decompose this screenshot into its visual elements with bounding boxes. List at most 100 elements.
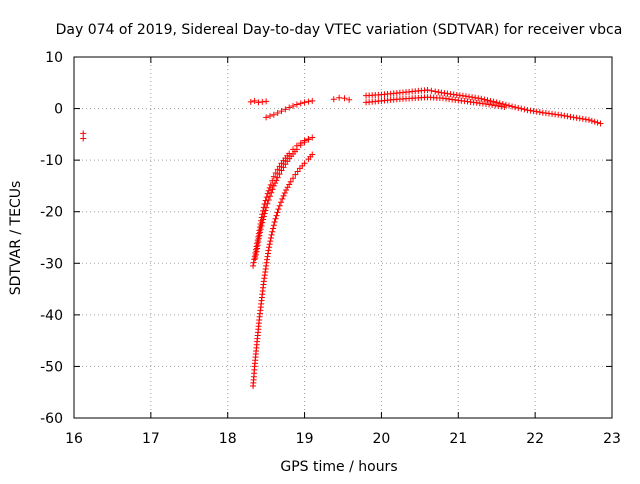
- data-point-interp: [276, 171, 283, 178]
- data-point-interp: [250, 259, 257, 266]
- points-layer: [80, 87, 604, 390]
- data-point-interp: [255, 239, 262, 246]
- data-point-interp: [252, 351, 259, 358]
- data-point-interp: [506, 102, 513, 109]
- data-point-interp: [582, 116, 589, 123]
- data-point-interp: [421, 94, 428, 101]
- data-point-interp: [490, 98, 497, 105]
- data-point-interp: [257, 226, 264, 233]
- data-point: [250, 262, 257, 269]
- y-tick-label: 0: [54, 102, 63, 118]
- data-point-interp: [251, 256, 258, 263]
- data-point-interp: [475, 95, 482, 102]
- data-point-interp: [466, 93, 473, 100]
- data-point: [267, 181, 274, 188]
- data-point-interp: [266, 241, 273, 248]
- data-point-interp: [495, 102, 502, 109]
- data-point-interp: [258, 294, 265, 301]
- data-point: [278, 167, 285, 174]
- data-point-interp: [291, 148, 298, 155]
- data-point: [305, 136, 312, 143]
- data-point: [293, 101, 300, 108]
- data-point: [266, 193, 273, 200]
- data-point: [493, 99, 500, 106]
- x-tick-label: 20: [373, 431, 391, 447]
- data-point: [330, 96, 337, 103]
- data-point-interp: [272, 215, 279, 222]
- data-point: [263, 98, 270, 105]
- data-point-interp: [273, 212, 280, 219]
- data-point-interp: [558, 112, 565, 119]
- data-point-interp: [260, 213, 267, 220]
- data-point: [301, 99, 308, 106]
- x-tick-label: 18: [219, 431, 237, 447]
- y-tick-label: -50: [40, 359, 63, 375]
- data-point-interp: [274, 209, 281, 216]
- data-point-interp: [272, 170, 279, 177]
- data-point-interp: [280, 157, 287, 164]
- data-point-interp: [375, 91, 382, 98]
- data-point-interp: [576, 115, 583, 122]
- data-point: [301, 139, 308, 146]
- data-point: [278, 108, 285, 115]
- data-point-interp: [305, 98, 312, 105]
- data-point-interp: [469, 94, 476, 101]
- data-point-interp: [375, 98, 382, 105]
- data-point-interp: [421, 87, 428, 94]
- data-point-interp: [487, 97, 494, 104]
- data-point: [501, 104, 508, 111]
- data-point-interp: [284, 158, 291, 165]
- data-point-interp: [281, 189, 288, 196]
- data-point-interp: [406, 95, 413, 102]
- data-point-interp: [253, 248, 260, 255]
- data-point: [270, 173, 277, 180]
- data-point-interp: [573, 114, 580, 121]
- data-point-interp: [290, 175, 297, 182]
- data-point: [336, 94, 343, 101]
- data-point-interp: [428, 87, 435, 94]
- data-point-interp: [288, 153, 295, 160]
- data-point-interp: [265, 197, 272, 204]
- x-tick-label: 22: [526, 431, 544, 447]
- data-point-interp: [390, 96, 397, 103]
- data-point-interp: [266, 244, 273, 251]
- data-point-interp: [276, 202, 283, 209]
- y-tick-label: -60: [40, 411, 63, 427]
- data-point: [247, 98, 254, 105]
- data-point: [259, 98, 266, 105]
- data-point-interp: [254, 335, 261, 342]
- data-point: [274, 166, 281, 173]
- data-point-interp: [297, 100, 304, 107]
- data-point-interp: [251, 366, 258, 373]
- data-point-interp: [276, 163, 283, 170]
- data-point-interp: [512, 104, 519, 111]
- data-point-interp: [270, 225, 277, 232]
- data-point-interp: [294, 168, 301, 175]
- data-point: [263, 204, 270, 211]
- data-point-interp: [441, 90, 448, 97]
- data-point: [252, 255, 259, 262]
- data-point-interp: [269, 186, 276, 193]
- data-point-interp: [250, 376, 257, 383]
- data-point-interp: [579, 115, 586, 122]
- data-point: [478, 95, 485, 102]
- data-point: [309, 97, 316, 104]
- data-point-interp: [269, 228, 276, 235]
- x-tick-label: 17: [142, 431, 160, 447]
- y-tick-label: -30: [40, 256, 63, 272]
- data-point: [256, 229, 263, 236]
- data-point-interp: [256, 232, 263, 239]
- data-point-interp: [594, 119, 601, 126]
- data-point: [432, 88, 439, 95]
- data-point-interp: [472, 94, 479, 101]
- data-point: [279, 195, 286, 202]
- data-point-interp: [492, 102, 499, 109]
- data-point: [570, 114, 577, 121]
- chart-title: Day 074 of 2019, Sidereal Day-to-day VTE…: [56, 22, 623, 38]
- data-point: [260, 216, 267, 223]
- data-point-interp: [255, 320, 262, 327]
- data-point: [292, 171, 299, 178]
- data-point-interp: [262, 197, 269, 204]
- data-point-interp: [299, 162, 306, 169]
